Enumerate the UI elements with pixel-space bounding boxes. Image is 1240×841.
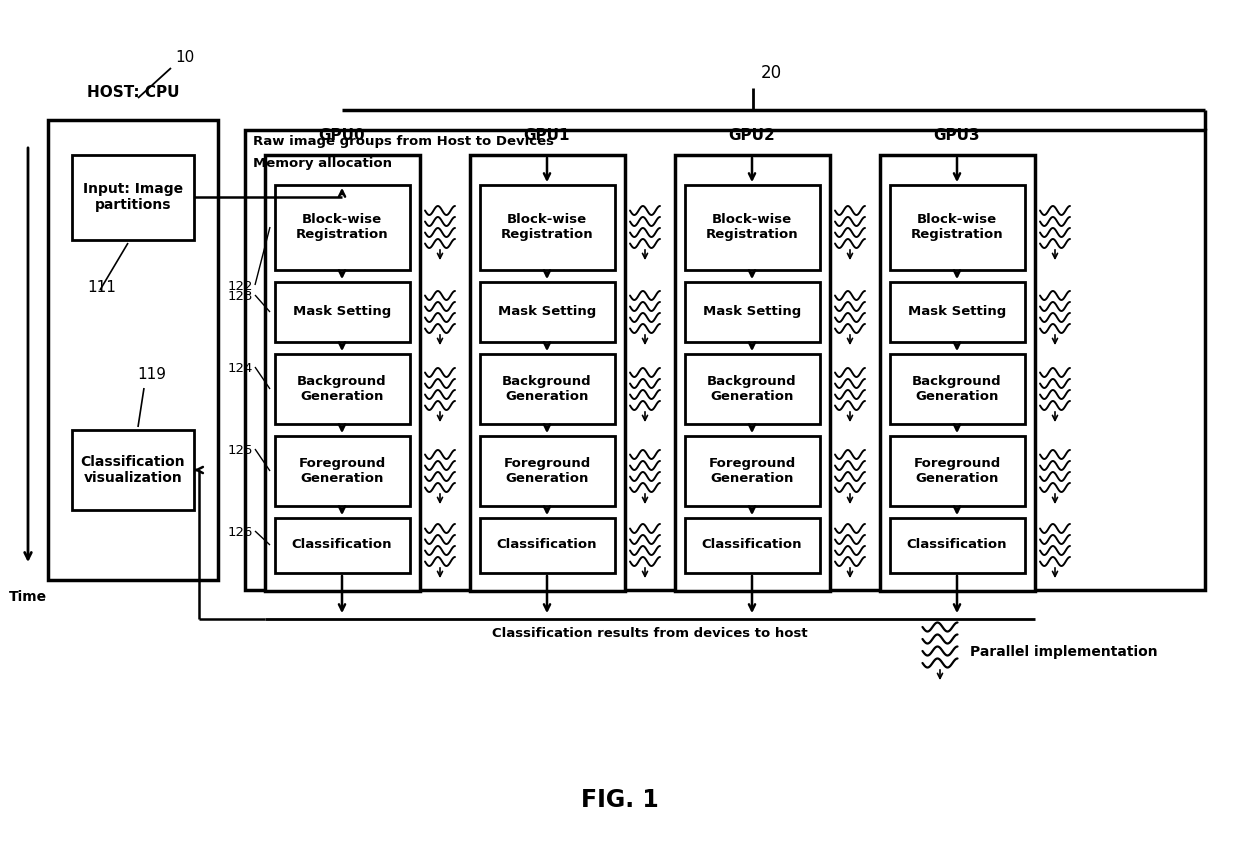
- Bar: [684, 354, 820, 424]
- Bar: [275, 354, 410, 424]
- Text: Memory allocation: Memory allocation: [253, 157, 392, 170]
- Text: Classification: Classification: [702, 538, 802, 552]
- Bar: [480, 518, 615, 573]
- Bar: [890, 282, 1025, 342]
- Text: Background
Generation: Background Generation: [298, 375, 387, 403]
- Bar: [470, 155, 625, 591]
- Text: Background
Generation: Background Generation: [502, 375, 591, 403]
- Bar: [72, 155, 193, 240]
- Bar: [275, 518, 410, 573]
- Bar: [246, 130, 1205, 590]
- Text: Classification
visualization: Classification visualization: [81, 455, 185, 485]
- Bar: [275, 185, 410, 270]
- Text: 124: 124: [228, 362, 253, 375]
- Bar: [480, 436, 615, 506]
- Bar: [675, 155, 830, 591]
- Text: 126: 126: [228, 526, 253, 539]
- Bar: [890, 185, 1025, 270]
- Text: Classification: Classification: [291, 538, 392, 552]
- Text: 20: 20: [761, 64, 782, 82]
- Text: Block-wise
Registration: Block-wise Registration: [910, 213, 1003, 241]
- Text: FIG. 1: FIG. 1: [582, 788, 658, 812]
- Text: Input: Image
partitions: Input: Image partitions: [83, 182, 184, 212]
- Bar: [275, 282, 410, 342]
- Text: Classification results from devices to host: Classification results from devices to h…: [492, 627, 807, 640]
- Bar: [684, 518, 820, 573]
- Text: Background
Generation: Background Generation: [707, 375, 797, 403]
- Text: Foreground
Generation: Foreground Generation: [503, 457, 590, 485]
- Text: Block-wise
Registration: Block-wise Registration: [501, 213, 593, 241]
- Bar: [684, 436, 820, 506]
- Text: Classification: Classification: [497, 538, 598, 552]
- Text: 10: 10: [175, 50, 195, 65]
- Text: GPU1: GPU1: [523, 128, 570, 143]
- Bar: [275, 436, 410, 506]
- Bar: [48, 120, 218, 580]
- Text: Parallel implementation: Parallel implementation: [970, 645, 1158, 659]
- Text: 119: 119: [136, 367, 166, 382]
- Bar: [480, 185, 615, 270]
- Text: Foreground
Generation: Foreground Generation: [708, 457, 796, 485]
- Bar: [890, 436, 1025, 506]
- Text: Mask Setting: Mask Setting: [703, 305, 801, 319]
- Text: Block-wise
Registration: Block-wise Registration: [706, 213, 799, 241]
- Text: GPU0: GPU0: [319, 128, 366, 143]
- Text: Classification: Classification: [906, 538, 1007, 552]
- Text: Time: Time: [9, 590, 47, 604]
- Bar: [480, 354, 615, 424]
- Bar: [480, 282, 615, 342]
- Text: Background
Generation: Background Generation: [913, 375, 1002, 403]
- Text: 123: 123: [227, 290, 253, 303]
- Text: 111: 111: [87, 280, 115, 295]
- Bar: [265, 155, 420, 591]
- Text: Block-wise
Registration: Block-wise Registration: [295, 213, 388, 241]
- Text: Mask Setting: Mask Setting: [908, 305, 1006, 319]
- Text: GPU2: GPU2: [729, 128, 775, 143]
- Text: Foreground
Generation: Foreground Generation: [914, 457, 1001, 485]
- Bar: [684, 282, 820, 342]
- Text: GPU3: GPU3: [934, 128, 981, 143]
- Bar: [72, 430, 193, 510]
- Text: 125: 125: [227, 444, 253, 457]
- Text: Foreground
Generation: Foreground Generation: [299, 457, 386, 485]
- Text: 122: 122: [227, 280, 253, 293]
- Bar: [890, 354, 1025, 424]
- Bar: [684, 185, 820, 270]
- Text: HOST: CPU: HOST: CPU: [87, 84, 180, 99]
- Text: Mask Setting: Mask Setting: [293, 305, 391, 319]
- Text: Mask Setting: Mask Setting: [498, 305, 596, 319]
- Bar: [880, 155, 1035, 591]
- Bar: [890, 518, 1025, 573]
- Text: Raw image groups from Host to Devices: Raw image groups from Host to Devices: [253, 135, 554, 148]
